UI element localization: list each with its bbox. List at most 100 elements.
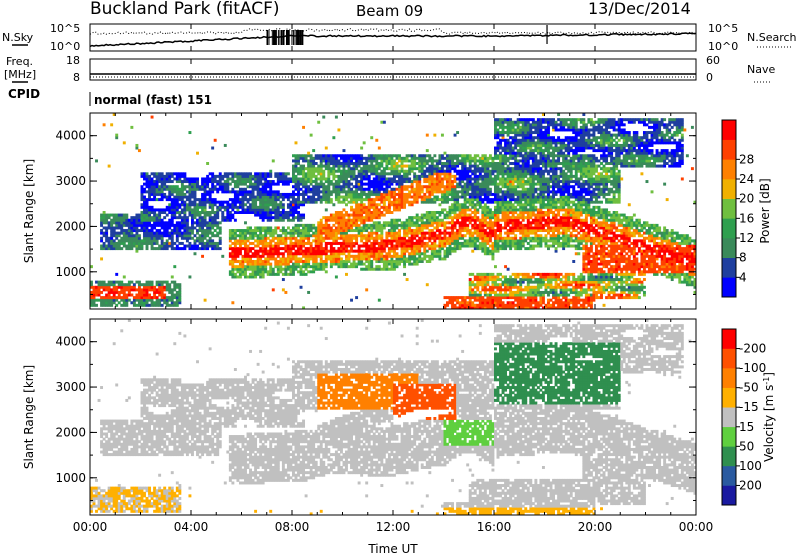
power-cell (247, 239, 250, 242)
power-cell (279, 229, 282, 232)
power-cell (191, 196, 194, 199)
power-cell (257, 270, 260, 273)
power-cell (161, 234, 164, 237)
power-cell (284, 270, 287, 273)
power-cell (166, 188, 169, 191)
power-cell (292, 226, 295, 229)
power-cell (188, 214, 191, 217)
power-cell (146, 229, 149, 232)
power-cell (236, 239, 239, 242)
power-cell (259, 265, 262, 268)
power-cell (194, 190, 197, 193)
power-cell (239, 206, 242, 209)
power-cell (279, 214, 282, 217)
power-cell (176, 237, 179, 240)
power-cell (209, 237, 212, 240)
power-cell (272, 288, 275, 291)
power-cell (257, 196, 260, 199)
power-cell (259, 237, 262, 240)
power-cell (231, 270, 234, 273)
power-cell (254, 211, 257, 214)
power-cell (226, 201, 229, 204)
power-cell (130, 226, 133, 229)
power-cell (269, 198, 272, 201)
power-cell (199, 185, 202, 188)
power-cell (292, 234, 295, 237)
power-cell (141, 185, 144, 188)
power-cell (206, 221, 209, 224)
power-cell (123, 234, 126, 237)
power-cell (130, 294, 133, 297)
power-cell (151, 185, 154, 188)
power-cell (236, 211, 239, 214)
power-cell (201, 193, 204, 196)
power-cell (186, 216, 189, 219)
power-cell (181, 216, 184, 219)
power-cell (125, 239, 128, 242)
power-cell (166, 180, 169, 183)
power-cell (110, 234, 113, 237)
power-cell (259, 188, 262, 191)
power-cell (191, 177, 194, 180)
power-cell (161, 299, 164, 302)
power-cell (196, 177, 199, 180)
power-cell (178, 175, 181, 178)
power-cell (269, 180, 272, 183)
power-cell (295, 257, 298, 260)
power-cell (191, 224, 194, 227)
power-cell (219, 206, 222, 209)
power-cell (166, 226, 169, 229)
power-cell (254, 172, 257, 175)
power-cell (229, 245, 232, 248)
power-cell (141, 175, 144, 178)
power-cell (191, 203, 194, 206)
power-cell (257, 198, 260, 201)
power-cell (224, 144, 227, 147)
power-cell (146, 203, 149, 206)
power-cell (259, 201, 262, 204)
power-cell (108, 242, 111, 245)
power-cell (201, 185, 204, 188)
power-cell (138, 283, 141, 286)
power-cell (123, 219, 126, 222)
power-cell (171, 232, 174, 235)
power-cell (219, 172, 222, 175)
power-cell (267, 203, 270, 206)
power-cell (181, 185, 184, 188)
power-cell (95, 286, 98, 289)
power-cell (168, 237, 171, 240)
power-cell (110, 245, 113, 248)
power-cell (100, 296, 103, 299)
power-cell (191, 226, 194, 229)
power-cell (259, 247, 262, 250)
power-cell (204, 232, 207, 235)
power-cell (201, 224, 204, 227)
power-cell (105, 299, 108, 302)
power-cell (148, 219, 151, 222)
power-cell (219, 208, 222, 211)
power-cell (267, 232, 270, 235)
power-cell (252, 242, 255, 245)
power-cell (125, 288, 128, 291)
power-cell (259, 172, 262, 175)
power-cell (93, 291, 96, 294)
power-cell (257, 214, 260, 217)
power-cell (209, 188, 212, 191)
radar-summary-plot: Buckland Park (fitACF) Beam 09 13/Dec/20… (0, 0, 800, 554)
power-cell (221, 214, 224, 217)
power-cell (287, 226, 290, 229)
power-cell (216, 188, 219, 191)
power-cell (234, 250, 237, 253)
power-cell (257, 229, 260, 232)
power-cell (274, 175, 277, 178)
power-cell (158, 211, 161, 214)
power-cell (158, 190, 161, 193)
power-cell (108, 291, 111, 294)
power-cell (166, 247, 169, 250)
power-cell (249, 183, 252, 186)
power-cell (272, 216, 275, 219)
power-cell (186, 221, 189, 224)
power-cell (234, 255, 237, 258)
power-cell (204, 237, 207, 240)
power-cell (269, 226, 272, 229)
